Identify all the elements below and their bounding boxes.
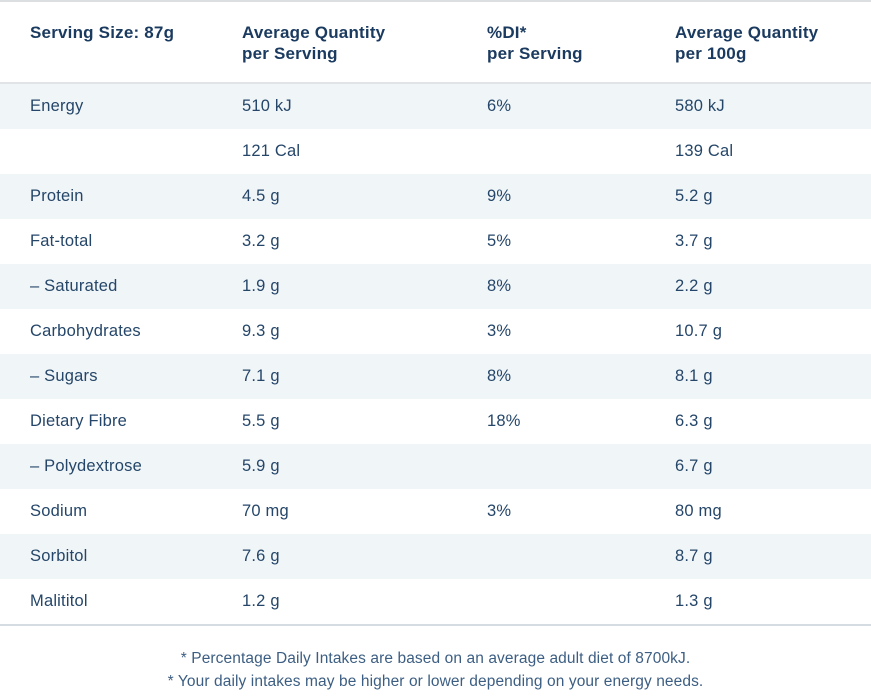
row-label: Protein (30, 187, 84, 205)
nutrition-table: Serving Size: 87g Average Quantity per S… (0, 0, 871, 626)
table-row: Sodium 70 mg 3% 80 mg (0, 489, 871, 534)
table-row: Energy 510 kJ 6% 580 kJ (0, 83, 871, 129)
value-per-100g: 139 Cal (675, 142, 734, 160)
value-di-per-serving: 18% (487, 412, 521, 430)
row-label (0, 129, 242, 174)
table-row: Protein 4.5 g 9% 5.2 g (0, 174, 871, 219)
footnotes: * Percentage Daily Intakes are based on … (0, 647, 871, 693)
row-label: Malititol (30, 592, 88, 610)
row-label: Dietary Fibre (30, 412, 128, 430)
table-row: Sorbitol 7.6 g 8.7 g (0, 534, 871, 579)
value-di-per-serving (487, 444, 675, 489)
row-label: Fat-total (30, 232, 93, 250)
value-per-100g: 10.7 g (675, 322, 723, 340)
value-per-100g: 3.7 g (675, 232, 713, 250)
value-di-per-serving (487, 579, 675, 625)
value-per-100g: 80 mg (675, 502, 722, 520)
footnote-daily-intake-basis: * Percentage Daily Intakes are based on … (180, 650, 691, 667)
value-di-per-serving: 3% (487, 502, 512, 520)
header-line: Serving Size: 87g (30, 23, 175, 42)
value-per-serving: 5.5 g (242, 412, 280, 430)
table-row: Dietary Fibre 5.5 g 18% 6.3 g (0, 399, 871, 444)
header-line: per 100g (675, 44, 747, 63)
table-row: – Polydextrose 5.9 g 6.7 g (0, 444, 871, 489)
value-per-serving: 7.1 g (242, 367, 280, 385)
table-row: Malititol 1.2 g 1.3 g (0, 579, 871, 625)
nutrition-table-header: Serving Size: 87g Average Quantity per S… (0, 1, 871, 84)
value-per-serving: 1.9 g (242, 277, 280, 295)
value-per-100g: 5.2 g (675, 187, 713, 205)
row-label: Energy (30, 97, 84, 115)
row-label: – Sugars (30, 367, 98, 385)
table-row: – Saturated 1.9 g 8% 2.2 g (0, 264, 871, 309)
value-per-100g: 1.3 g (675, 592, 713, 610)
table-row: 121 Cal 139 Cal (0, 129, 871, 174)
value-per-100g: 8.1 g (675, 367, 713, 385)
row-label: Sorbitol (30, 547, 88, 565)
row-label: Sodium (30, 502, 88, 520)
value-per-100g: 8.7 g (675, 547, 713, 565)
value-per-100g: 2.2 g (675, 277, 713, 295)
value-di-per-serving: 6% (487, 97, 512, 115)
value-per-100g: 6.7 g (675, 457, 713, 475)
value-di-per-serving: 8% (487, 277, 512, 295)
value-per-serving: 1.2 g (242, 592, 280, 610)
table-row: Fat-total 3.2 g 5% 3.7 g (0, 219, 871, 264)
header-line: %DI* (487, 23, 527, 42)
header-row: Serving Size: 87g Average Quantity per S… (0, 1, 871, 84)
value-di-per-serving: 8% (487, 367, 512, 385)
column-header-avg-qty-per-serving: Average Quantity per Serving (242, 1, 487, 84)
table-row: – Sugars 7.1 g 8% 8.1 g (0, 354, 871, 399)
header-line: per Serving (487, 44, 583, 63)
value-per-serving: 7.6 g (242, 547, 280, 565)
value-per-serving: 5.9 g (242, 457, 280, 475)
value-di-per-serving (487, 534, 675, 579)
value-di-per-serving (487, 129, 675, 174)
column-header-avg-qty-per-100g: Average Quantity per 100g (675, 1, 871, 84)
nutrition-table-body: Energy 510 kJ 6% 580 kJ 121 Cal 139 Cal … (0, 83, 871, 625)
header-line: Average Quantity (242, 23, 386, 42)
footnote-daily-intake-variation: * Your daily intakes may be higher or lo… (167, 673, 704, 690)
value-di-per-serving: 3% (487, 322, 512, 340)
value-per-serving: 4.5 g (242, 187, 280, 205)
header-line: per Serving (242, 44, 338, 63)
row-label: – Polydextrose (30, 457, 142, 475)
row-label: – Saturated (30, 277, 118, 295)
value-per-serving: 121 Cal (242, 142, 301, 160)
value-per-serving: 9.3 g (242, 322, 280, 340)
header-line: Average Quantity (675, 23, 819, 42)
table-row: Carbohydrates 9.3 g 3% 10.7 g (0, 309, 871, 354)
value-per-100g: 6.3 g (675, 412, 713, 430)
value-per-serving: 510 kJ (242, 97, 292, 115)
column-header-di-per-serving: %DI* per Serving (487, 1, 675, 84)
column-header-serving-size: Serving Size: 87g (0, 1, 242, 84)
value-per-serving: 3.2 g (242, 232, 280, 250)
row-label: Carbohydrates (30, 322, 141, 340)
value-di-per-serving: 5% (487, 232, 512, 250)
value-per-100g: 580 kJ (675, 97, 725, 115)
value-di-per-serving: 9% (487, 187, 512, 205)
value-per-serving: 70 mg (242, 502, 289, 520)
